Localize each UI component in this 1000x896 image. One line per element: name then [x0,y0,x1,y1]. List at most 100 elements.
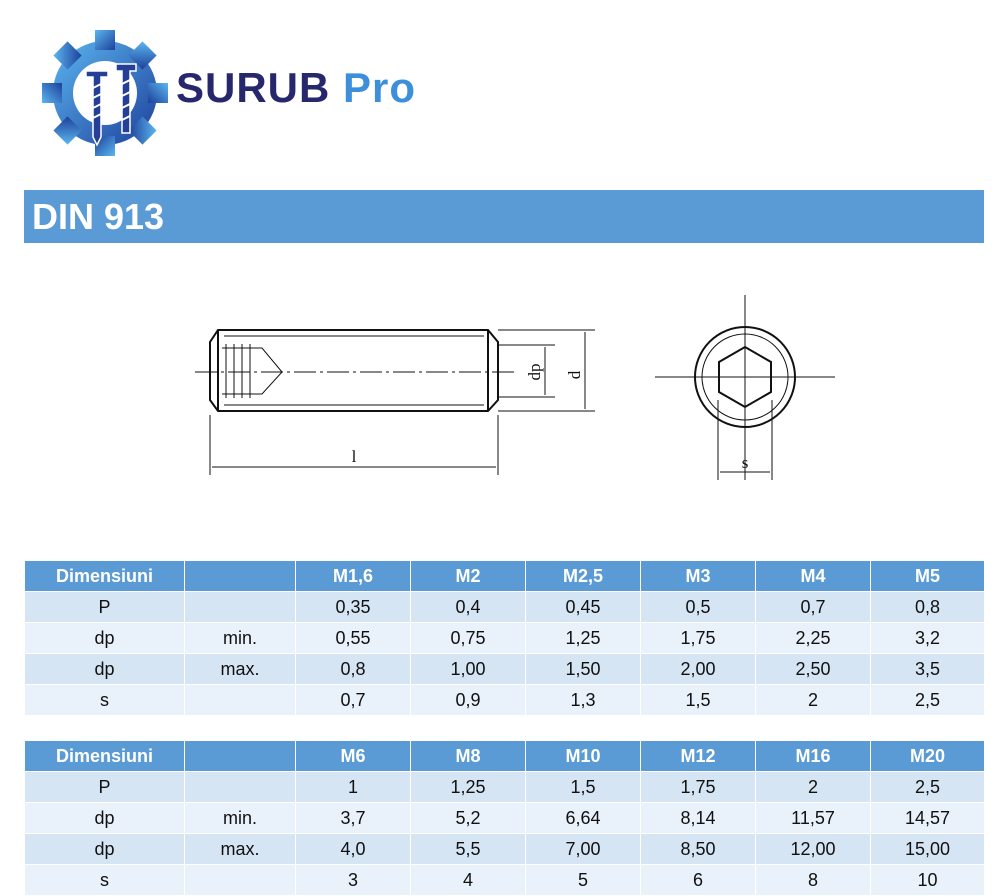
data-row: dp max. 0,8 1,00 1,50 2,00 2,50 3,5 [24,653,985,685]
row-qualifier: min. [184,802,296,834]
header-size: M5 [870,560,985,592]
cell: 4 [410,864,526,896]
cell: 3,5 [870,653,985,685]
cell: 2,50 [755,653,871,685]
cell: 1 [295,771,411,803]
cell: 3,7 [295,802,411,834]
header-size: M2,5 [525,560,641,592]
cell: 2 [755,771,871,803]
data-row: dp min. 3,7 5,2 6,64 8,14 11,57 14,57 [24,802,985,834]
data-row: s 3 4 5 6 8 10 [24,864,985,896]
header-label: Dimensiuni [24,560,185,592]
header-size: M6 [295,740,411,772]
cell: 8 [755,864,871,896]
cell: 5 [525,864,641,896]
row-qualifier [184,771,296,803]
row-name: dp [24,802,185,834]
cell: 5,5 [410,833,526,865]
cell: 0,8 [295,653,411,685]
data-row: dp min. 0,55 0,75 1,25 1,75 2,25 3,2 [24,622,985,654]
cell: 0,75 [410,622,526,654]
cell: 14,57 [870,802,985,834]
technical-drawing: d dp l s [195,295,835,480]
cell: 4,0 [295,833,411,865]
header-size: M4 [755,560,871,592]
spec-table: Dimensiuni M1,6 M2 M2,5 M3 M4 M5 P 0,35 0,4 0,45 0,… [24,560,985,716]
cell: 6,64 [525,802,641,834]
cell: 0,7 [755,591,871,623]
cell: 3,2 [870,622,985,654]
cell: 3 [295,864,411,896]
header-size: M20 [870,740,985,772]
header-size: M10 [525,740,641,772]
header-row: Dimensiuni M1,6 M2 M2,5 M3 M4 M5 [24,560,985,592]
cell: 0,5 [640,591,756,623]
cell: 0,4 [410,591,526,623]
cell: 1,00 [410,653,526,685]
header-size: M3 [640,560,756,592]
cell: 6 [640,864,756,896]
label-s: s [742,453,749,472]
row-name: dp [24,653,185,685]
title: DIN 913 [32,196,165,237]
cell: 1,3 [525,684,641,716]
header-blank [184,740,296,772]
header-size: M16 [755,740,871,772]
header-size: M12 [640,740,756,772]
cell: 0,7 [295,684,411,716]
cell: 1,75 [640,771,756,803]
header-label: Dimensiuni [24,740,185,772]
title-bar: DIN 913 [24,190,984,243]
cell: 15,00 [870,833,985,865]
cell: 0,55 [295,622,411,654]
cell: 1,75 [640,622,756,654]
cell: 2,5 [870,771,985,803]
header-blank [184,560,296,592]
row-name: dp [24,833,185,865]
row-qualifier: max. [184,833,296,865]
cell: 0,9 [410,684,526,716]
row-name: P [24,771,185,803]
row-name: dp [24,622,185,654]
header-size: M1,6 [295,560,411,592]
cell: 1,5 [640,684,756,716]
cell: 7,00 [525,833,641,865]
cell: 12,00 [755,833,871,865]
row-name: P [24,591,185,623]
cell: 8,14 [640,802,756,834]
cell: 2,00 [640,653,756,685]
row-name: s [24,864,185,896]
cell: 1,25 [410,771,526,803]
cell: 8,50 [640,833,756,865]
brand-name: SURUB [176,64,331,111]
cell: 2,5 [870,684,985,716]
cell: 2 [755,684,871,716]
row-qualifier [184,684,296,716]
label-l: l [352,447,357,466]
spec-table: Dimensiuni M6 M8 M10 M12 M16 M20 P 1 1,25 1,5 1,75 2… [24,740,985,896]
cell: 11,57 [755,802,871,834]
row-qualifier [184,864,296,896]
data-row: s 0,7 0,9 1,3 1,5 2 2,5 [24,684,985,716]
row-name: s [24,684,185,716]
header-row: Dimensiuni M6 M8 M10 M12 M16 M20 [24,740,985,772]
cell: 1,5 [525,771,641,803]
logo-icon [42,30,168,156]
cell: 0,8 [870,591,985,623]
label-d: d [565,370,584,379]
header-size: M2 [410,560,526,592]
cell: 2,25 [755,622,871,654]
cell: 5,2 [410,802,526,834]
row-qualifier [184,591,296,623]
data-row: dp max. 4,0 5,5 7,00 8,50 12,00 15,00 [24,833,985,865]
cell: 1,25 [525,622,641,654]
row-qualifier: max. [184,653,296,685]
cell: 0,45 [525,591,641,623]
row-qualifier: min. [184,622,296,654]
data-row: P 0,35 0,4 0,45 0,5 0,7 0,8 [24,591,985,623]
brand: SURUB Pro [176,64,416,112]
cell: 10 [870,864,985,896]
brand-suffix: Pro [343,64,417,111]
cell: 0,35 [295,591,411,623]
